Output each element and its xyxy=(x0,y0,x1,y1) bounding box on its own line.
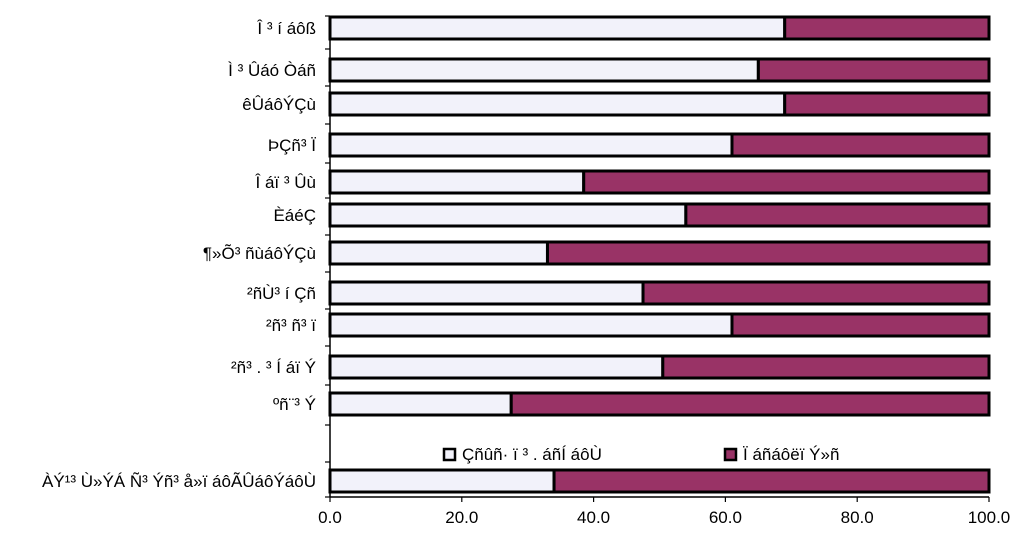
bar-segment-losses xyxy=(641,280,991,306)
category-label: ¶»Õ³ ñùáôÝÇù xyxy=(203,244,316,263)
bar-segment-losses xyxy=(684,202,991,228)
bar-segment-domestic xyxy=(328,312,734,338)
bar-segment-losses xyxy=(509,391,991,417)
bar-segment-losses xyxy=(545,240,991,266)
bar-segment-losses xyxy=(783,15,991,41)
bar-segment-domestic xyxy=(328,15,787,41)
bar-segment-losses xyxy=(661,354,991,380)
x-tick-label: 80.0 xyxy=(841,508,874,527)
x-tick-label: 60.0 xyxy=(709,508,742,527)
category-label: ²ñ³ ñ³ ï xyxy=(266,316,316,335)
category-label: ÈáéÇ xyxy=(273,206,316,225)
bar-segment-domestic xyxy=(328,91,787,117)
bar-segment-losses xyxy=(783,91,991,117)
x-tick-label: 40.0 xyxy=(577,508,610,527)
x-tick-label: 0.0 xyxy=(318,508,342,527)
x-tick-label: 20.0 xyxy=(445,508,478,527)
bar-segment-domestic xyxy=(328,468,556,494)
legend-label: Çñûñ· ï ³ . áñÍ áôÙ xyxy=(462,445,602,464)
bar-segment-domestic xyxy=(328,391,513,417)
category-label: Î áï ³ Ûù xyxy=(255,173,316,192)
bar-segment-domestic xyxy=(328,240,549,266)
legend-swatch xyxy=(723,447,738,462)
category-label: ºñ¨³ Ý xyxy=(273,395,316,414)
bar-segment-domestic xyxy=(328,57,760,83)
x-tick-label: 100.0 xyxy=(968,508,1011,527)
category-label: ÀÝ¹³ Ù»ÝÁ Ñ³ Ýñ³ å»ï áôÃÛáôÝáôÙ xyxy=(42,472,316,491)
category-label: êÛáôÝÇù xyxy=(242,95,316,114)
bar-segment-losses xyxy=(730,312,991,338)
category-label: ²ñ³ . ³ Í áï Ý xyxy=(231,358,316,377)
bar-segment-losses xyxy=(756,57,991,83)
bar-segment-domestic xyxy=(328,202,688,228)
bar-segment-losses xyxy=(552,468,991,494)
bar-segment-domestic xyxy=(328,169,586,195)
legend-swatch xyxy=(442,447,457,462)
legend-label: Ï áñáôëï Ý»ñ xyxy=(743,445,839,464)
bar-segment-domestic xyxy=(328,132,734,158)
bar-segment-losses xyxy=(582,169,991,195)
category-label: ²ñÙ³ í Çñ xyxy=(247,284,316,303)
category-label: ÞÇñ³ Ï xyxy=(268,136,316,155)
category-label: Ì ³ Ûáó Òáñ xyxy=(228,61,316,80)
category-label: Î ³ í áôß xyxy=(256,19,316,38)
bar-segment-domestic xyxy=(328,280,645,306)
plot-area: 0.0 20.0 40.0 60.0 80.0 100.0 Î ³ í áôß Ì ³ Ûáó… xyxy=(42,15,1011,527)
bar-segment-losses xyxy=(730,132,991,158)
bar-segment-domestic xyxy=(328,354,665,380)
